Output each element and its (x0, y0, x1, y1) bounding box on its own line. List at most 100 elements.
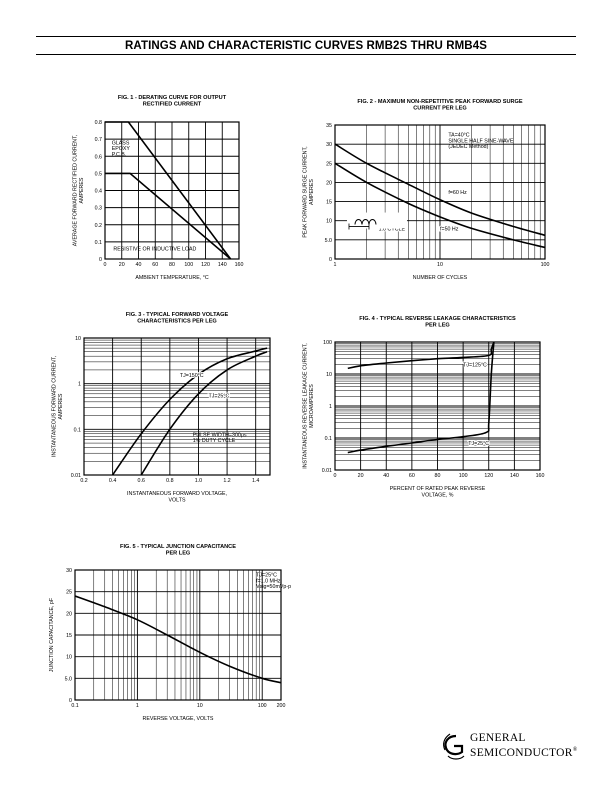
fig1-plot-frame (104, 121, 240, 260)
fig4-ylabel: MICROAMPERES (309, 384, 315, 428)
fig1-series-glass-epoxy-p-c-b- (105, 121, 232, 260)
fig5-xtick-label: 10 (197, 703, 203, 709)
fig4-xtick-label: 60 (409, 473, 415, 479)
fig5-ytick-label: 25 (66, 590, 72, 596)
fig4-xtick-label: 140 (510, 473, 519, 479)
fig1-ytick-label: 0.7 (95, 137, 102, 143)
fig5-ytick-label: 5.0 (65, 676, 72, 682)
fig5-ytick-label: 30 (66, 568, 72, 574)
fig1-xtick-label: 20 (119, 262, 125, 268)
fig3-xtick-label: 1.0 (195, 478, 202, 484)
fig4-plot-frame (334, 341, 541, 471)
title-rule-top (36, 36, 576, 37)
fig3-ytick-label: 0.01 (71, 473, 81, 479)
logo-line2: SEMICONDUCTOR® (470, 745, 578, 759)
registered-mark: ® (572, 746, 578, 753)
fig3-xtick-label: 0.4 (109, 478, 116, 484)
fig5-ylabel: JUNCTION CAPACITANCE, pF (49, 597, 55, 672)
fig1-annotation: RESISTIVE OR INDUCTIVE LOAD (113, 246, 196, 252)
fig3-annotation: TJ=150°C (180, 373, 204, 379)
fig2-ytick-label: 30 (326, 142, 332, 148)
fig4-annotation: TJ=125°C (463, 363, 487, 369)
fig2-ytick-label: 10 (326, 219, 332, 225)
fig4-xtick-label: 100 (459, 473, 468, 479)
fig1-ytick-label: 0.5 (95, 171, 102, 177)
fig1-xtick-label: 100 (184, 262, 193, 268)
fig4-annotation: TJ=25°C (468, 441, 489, 447)
fig2-ytick-label: 35 (326, 123, 332, 129)
fig2-ylabel: AMPERES (309, 179, 315, 205)
fig3-series-tj-150-c (111, 347, 268, 476)
fig2-ytick-label: 5.0 (325, 238, 332, 244)
fig1-ytick-label: 0.6 (95, 154, 102, 160)
page-title: RATINGS AND CHARACTERISTIC CURVES RMB2S … (125, 40, 487, 52)
fig4-series-tj-25-c (347, 341, 495, 454)
general-semiconductor-logo-icon (443, 733, 465, 760)
fig3-annotation: PULSE WIDTH=300µs (193, 432, 247, 438)
fig1-ylabel: AVERAGE FORWARD RECTIFIED CURRENT, (73, 135, 79, 246)
fig5-ytick-label: 15 (66, 633, 72, 639)
fig3-xlabel: VOLTS (169, 498, 186, 504)
logo-wordmark: GENERAL SEMICONDUCTOR® (470, 732, 578, 759)
fig2-xtick-label: 1 (334, 262, 337, 268)
fig4-xtick-label: 80 (435, 473, 441, 479)
fig3-xlabel: INSTANTANEOUS FORWARD VOLTAGE, (127, 491, 227, 497)
fig4-xtick-label: 0 (334, 473, 337, 479)
fig5-annotation: TJ=25°C (256, 573, 277, 579)
fig1-xlabel: AMBIENT TEMPERATURE, °C (135, 275, 209, 281)
fig3-ytick-label: 1 (78, 382, 81, 388)
fig1-xtick-label: 0 (104, 262, 107, 268)
fig1-series-resistive-or-inductive-load (105, 172, 232, 260)
fig5-title-line: FIG. 5 - TYPICAL JUNCTION CAPACITANCE (120, 544, 236, 550)
fig1-ytick-label: 0.3 (95, 206, 102, 212)
fig2-ytick-label: 15 (326, 200, 332, 206)
fig4-xtick-label: 160 (536, 473, 545, 479)
fig5-xtick-label: 1 (136, 703, 139, 709)
fig1-annotation: EPOXY (112, 146, 131, 152)
fig2-ytick-label: 0 (329, 257, 332, 263)
fig2-annotation: f=60 Hz (448, 190, 467, 196)
logo-line2-text: SEMICONDUCTOR (470, 746, 573, 759)
fig2-ytick-label: 25 (326, 161, 332, 167)
fig4-title-line: FIG. 4 - TYPICAL REVERSE LEAKAGE CHARACT… (359, 316, 516, 322)
fig3-annotation: TJ=25°C (208, 393, 229, 399)
fig3-ylabel: AMPERES (58, 393, 64, 419)
fig1-xtick-label: 160 (235, 262, 244, 268)
fig3-plot-frame (83, 337, 271, 476)
fig1-ytick-label: 0 (99, 257, 102, 263)
fig4-ytick-label: 10 (326, 372, 332, 378)
fig3-xtick-label: 1.4 (252, 478, 259, 484)
fig1-annotation: P.C.B. (112, 152, 127, 158)
fig4-series-tj-125-c (347, 341, 495, 370)
fig2-xtick-label: 100 (541, 262, 550, 268)
fig1-ytick-label: 0.1 (95, 240, 102, 246)
fig4-ytick-label: 100 (323, 340, 332, 346)
fig4-xtick-label: 20 (358, 473, 364, 479)
fig1-title-line: RECTIFIED CURRENT (143, 102, 202, 108)
fig2-series-f-60-hz (334, 143, 546, 237)
fig2-waveform-dimension (348, 223, 370, 230)
title-rule-bottom (36, 54, 576, 55)
fig5-series-tj-25-c (74, 595, 282, 684)
fig2-ytick-label: 20 (326, 180, 332, 186)
fig3-xtick-label: 1.2 (223, 478, 230, 484)
fig2-xtick-label: 10 (437, 262, 443, 268)
fig5-annotation: Vsig=50mVp-p (256, 584, 291, 590)
fig4-ytick-label: 0.01 (322, 468, 332, 474)
fig5-xlabel: REVERSE VOLTAGE, VOLTS (143, 716, 214, 722)
fig3-xtick-label: 0.8 (166, 478, 173, 484)
fig5-ytick-label: 20 (66, 611, 72, 617)
fig5-xtick-label: 0.1 (71, 703, 78, 709)
fig5-grid (74, 569, 282, 701)
fig5-ytick-label: 0 (69, 698, 72, 704)
fig2-one-cycle-waveform (346, 212, 407, 230)
fig2-annotation: f=50 Hz (440, 226, 459, 232)
fig3-ylabel: INSTANTANEOUS FORWARD CURRENT, (52, 356, 58, 457)
fig5-plot-frame (74, 569, 282, 701)
fig2-annotation: SINGLE HALF SINE-WAVE (448, 138, 514, 144)
fig1-ylabel: AMPERES (79, 177, 85, 203)
fig2-title-line: FIG. 2 - MAXIMUM NON-REPETITIVE PEAK FOR… (357, 99, 522, 105)
